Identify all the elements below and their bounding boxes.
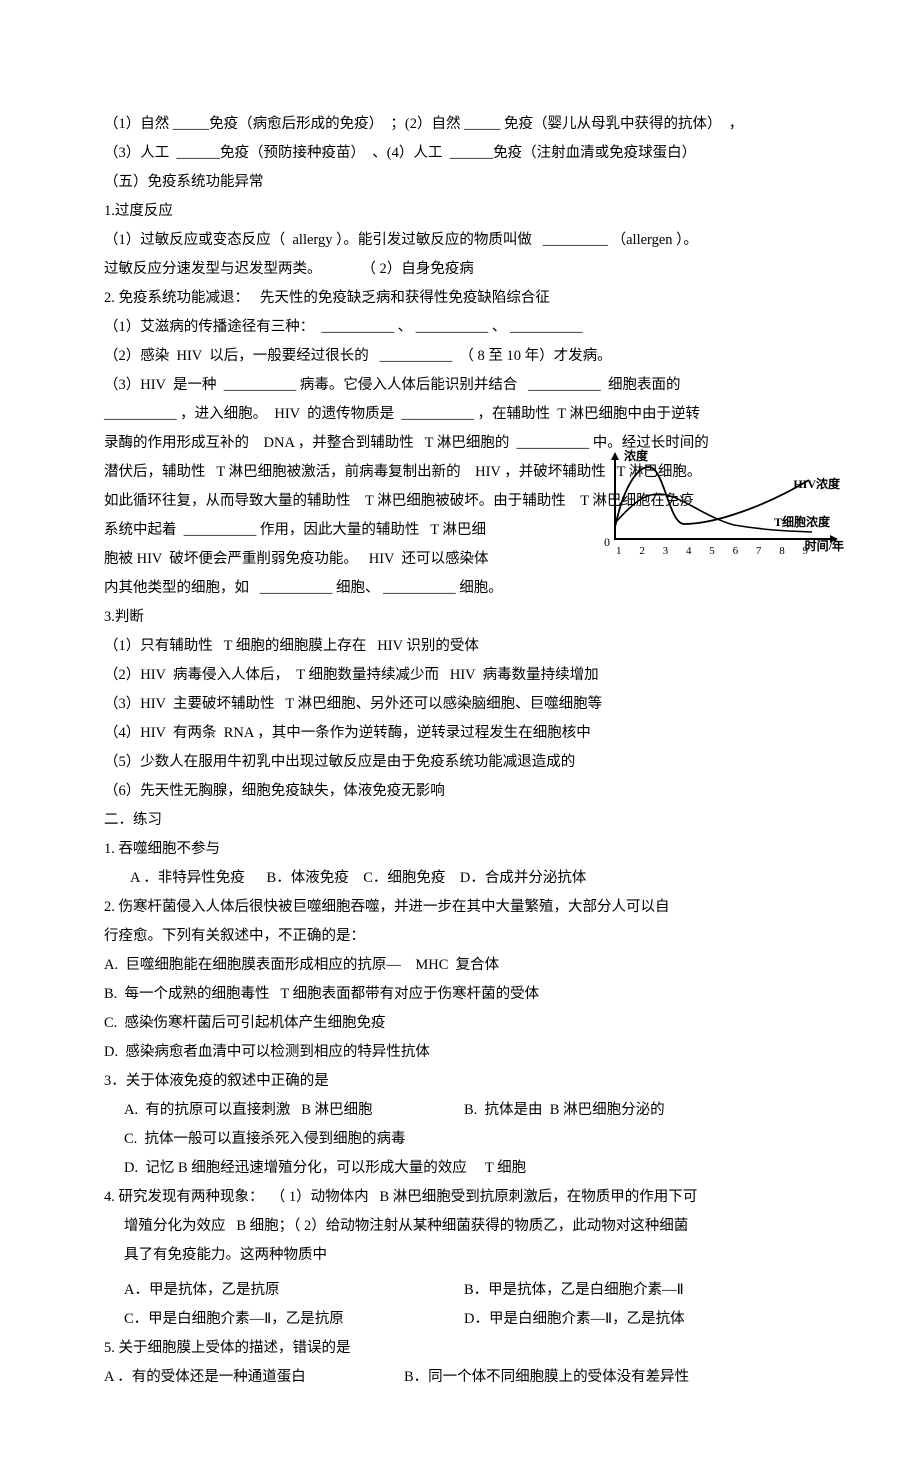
p2-l2: （2）感染 HIV 以后，一般要经过很长的 __________ （ 8 至 1… <box>104 342 812 371</box>
p2-title: 2. 免疫系统功能减退： 先天性的免疫缺乏病和获得性免疫缺陷综合征 <box>104 284 812 313</box>
q4-opt-a: A．甲是抗体，乙是抗原 <box>124 1276 464 1305</box>
p1-l2: 过敏反应分速发型与迟发型两类。 （ 2）自身免疫病 <box>104 255 812 284</box>
q2-stem-1: 2. 伤寒杆菌侵入人体后很快被巨噬细胞吞噬，并进一步在其中大量繁殖，大部分人可以… <box>104 893 812 922</box>
p3-l3: （3）HIV 主要破坏辅助性 T 淋巴细胞、另外还可以感染脑细胞、巨噬细胞等 <box>104 690 812 719</box>
q2-opt-c: C. 感染伤寒杆菌后可引起机体产生细胞免疫 <box>104 1009 812 1038</box>
q2-opt-b: B. 每一个成熟的细胞毒性 T 细胞表面都带有对应于伤寒杆菌的受体 <box>104 980 812 1009</box>
sec4-item2: （3）人工 ______免疫（预防接种疫苗） 、(4）人工 ______免疫（注… <box>104 139 812 168</box>
q2-opt-d: D. 感染病愈者血清中可以检测到相应的特异性抗体 <box>104 1038 812 1067</box>
q3-opt-b: B. 抗体是由 B 淋巴细胞分泌的 <box>464 1096 665 1125</box>
q3-opt-d: D. 记忆 B 细胞经迅速增殖分化，可以形成大量的效应 T 细胞 <box>124 1154 812 1183</box>
tick-6: 6 <box>733 540 739 554</box>
p1-title: 1.过度反应 <box>104 197 812 226</box>
q4-stem-3: 具了有免疫能力。这两种物质中 <box>124 1241 812 1270</box>
tick-2: 2 <box>639 540 645 554</box>
chart-xlabel: 时间/年 <box>805 534 844 558</box>
p2-l3: （3）HIV 是一种 __________ 病毒。它侵入人体后能识别并结合 __… <box>104 371 812 400</box>
p3-l2: （2）HIV 病毒侵入人体后， T 细胞数量持续减少而 HIV 病毒数量持续增加 <box>104 661 812 690</box>
q4-stem-2: 增殖分化为效应 B 细胞；（ 2）给动物注射从某种细菌获得的物质乙，此动物对这种… <box>124 1212 812 1241</box>
q4-opt-d: D．甲是白细胞介素—Ⅱ，乙是抗体 <box>464 1305 685 1334</box>
q4-opt-c: C．甲是白细胞介素—Ⅱ，乙是抗原 <box>124 1305 464 1334</box>
sec5-heading: （五）免疫系统功能异常 <box>104 168 812 197</box>
tick-5: 5 <box>709 540 715 554</box>
q4-opt-b: B．甲是抗体，乙是白细胞介素—Ⅱ <box>464 1276 684 1305</box>
tick-7: 7 <box>756 540 762 554</box>
p3-l6: （6）先天性无胸腺，细胞免疫缺失，体液免疫无影响 <box>104 777 812 806</box>
p2-l10: 内其他类型的细胞，如 __________ 细胞、 __________ 细胞。 <box>104 574 812 603</box>
q1-stem: 1. 吞噬细胞不参与 <box>104 835 812 864</box>
p3-l1: （1）只有辅助性 T 细胞的细胞膜上存在 HIV 识别的受体 <box>104 632 812 661</box>
q1-options: A ．非特异性免疫 B．体液免疫 C．细胞免疫 D．合成并分泌抗体 <box>130 864 812 893</box>
series-tcell-label: T细胞浓度 <box>774 510 830 534</box>
sec4-item1: （1）自然 _____免疫（病愈后形成的免疫） ；(2）自然 _____ 免疫（… <box>104 110 812 139</box>
q4-stem-1: 4. 研究发现有两种现象： （ 1）动物体内 B 淋巴细胞受到抗原刺激后，在物质… <box>104 1183 812 1212</box>
tick-4: 4 <box>686 540 692 554</box>
p3-title: 3.判断 <box>104 603 812 632</box>
chart-x-ticks: 1 2 3 4 5 6 7 8 9 <box>616 540 808 554</box>
chart-origin: 0 <box>604 530 610 554</box>
series-hiv-label: HIV浓度 <box>793 472 840 496</box>
tick-8: 8 <box>779 540 785 554</box>
p2-l1: （1）艾滋病的传播途径有三种： __________ 、 __________ … <box>104 313 812 342</box>
q5-opt-b: B．同一个体不同细胞膜上的受体没有差异性 <box>404 1363 689 1392</box>
p3-l4: （4）HIV 有两条 RNA ，其中一条作为逆转酶，逆转录过程发生在细胞核中 <box>104 719 812 748</box>
hiv-concentration-chart: 浓度 0 HIV浓度 T细胞浓度 1 2 3 4 5 6 7 8 9 时间/年 <box>606 448 838 554</box>
q3-stem: 3．关于体液免疫的叙述中正确的是 <box>104 1067 812 1096</box>
tick-1: 1 <box>616 540 622 554</box>
tick-3: 3 <box>663 540 669 554</box>
exercises-heading: 二．练习 <box>104 806 812 835</box>
q2-stem-2: 行痊愈。下列有关叙述中，不正确的是： <box>104 922 812 951</box>
q2-opt-a: A. 巨噬细胞能在细胞膜表面形成相应的抗原— MHC 复合体 <box>104 951 812 980</box>
q5-stem: 5. 关于细胞膜上受体的描述，错误的是 <box>104 1334 812 1363</box>
q3-opt-a: A. 有的抗原可以直接刺激 B 淋巴细胞 <box>124 1096 464 1125</box>
q3-opt-c: C. 抗体一般可以直接杀死入侵到细胞的病毒 <box>124 1125 812 1154</box>
q5-opt-a: A ．有的受体还是一种通道蛋白 <box>104 1363 404 1392</box>
p2-l4: __________ ，进入细胞。 HIV 的遗传物质是 __________ … <box>104 400 812 429</box>
p1-l1: （1）过敏反应或变态反应（ allergy ）。能引发过敏反应的物质叫做 ___… <box>104 226 812 255</box>
p3-l5: （5）少数人在服用牛初乳中出现过敏反应是由于免疫系统功能减退造成的 <box>104 748 812 777</box>
